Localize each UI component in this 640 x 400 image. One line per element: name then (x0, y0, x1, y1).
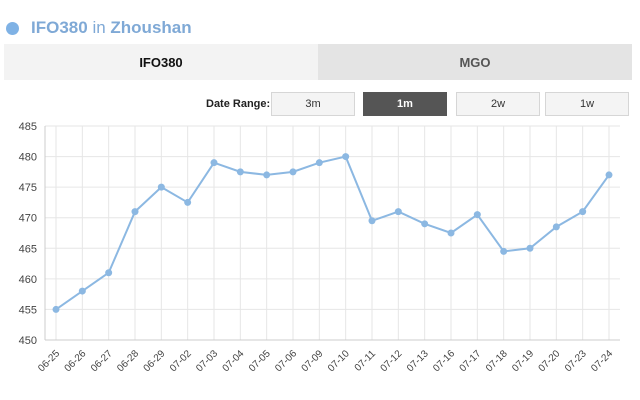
y-tick-label: 455 (19, 304, 37, 316)
x-tick-label: 06-27 (89, 348, 115, 374)
x-tick-label: 07-16 (431, 348, 457, 374)
data-point[interactable] (394, 208, 402, 216)
x-tick-label: 07-06 (273, 348, 299, 374)
data-point[interactable] (605, 171, 613, 179)
x-tick-label: 07-19 (510, 348, 536, 374)
range-button-2w[interactable]: 2w (456, 92, 540, 116)
data-point[interactable] (236, 168, 244, 176)
y-tick-label: 470 (19, 213, 37, 225)
chart-grid (45, 125, 620, 341)
y-tick-label: 460 (19, 274, 37, 286)
x-tick-label: 07-20 (537, 348, 563, 374)
fuel-tabs: IFO380 MGO (4, 44, 632, 80)
data-point[interactable] (526, 244, 534, 252)
x-tick-label: 07-03 (194, 348, 220, 374)
data-point[interactable] (210, 159, 218, 167)
chart-header: IFO380 in Zhoushan (6, 16, 192, 40)
data-point[interactable] (315, 159, 323, 167)
x-tick-label: 07-23 (563, 348, 589, 374)
x-tick-label: 06-25 (36, 348, 62, 374)
x-tick-label: 07-18 (484, 348, 510, 374)
data-point[interactable] (263, 171, 271, 179)
title-place: Zhoushan (110, 18, 192, 37)
series-dot-icon (6, 21, 19, 35)
data-point[interactable] (105, 269, 113, 277)
data-point[interactable] (552, 223, 560, 231)
data-point[interactable] (421, 220, 429, 228)
x-tick-label: 07-05 (247, 348, 273, 374)
x-tick-label: 07-24 (589, 348, 615, 374)
y-tick-label: 450 (19, 335, 37, 347)
data-point[interactable] (368, 217, 376, 225)
chart-title: IFO380 in Zhoushan (31, 18, 192, 38)
x-tick-label: 07-09 (300, 348, 326, 374)
range-button-1m[interactable]: 1m (363, 92, 447, 116)
data-point[interactable] (78, 287, 86, 295)
x-tick-label: 07-13 (405, 348, 431, 374)
data-point[interactable] (52, 305, 60, 313)
data-point[interactable] (157, 183, 165, 191)
title-in: in (92, 18, 106, 37)
x-tick-label: 06-29 (142, 348, 168, 374)
data-point[interactable] (473, 211, 481, 219)
title-fuel: IFO380 (31, 18, 88, 37)
y-tick-label: 475 (19, 182, 37, 194)
series-line (55, 155, 610, 311)
x-tick-label: 06-28 (115, 348, 141, 374)
range-button-1w[interactable]: 1w (545, 92, 629, 116)
x-tick-label: 07-17 (458, 348, 484, 374)
x-tick-label: 07-04 (221, 348, 247, 374)
date-range-label: Date Range: (206, 98, 271, 110)
data-point[interactable] (184, 198, 192, 206)
data-point[interactable] (500, 247, 508, 255)
data-point[interactable] (579, 208, 587, 216)
data-point[interactable] (131, 208, 139, 216)
chart-series (52, 153, 613, 313)
x-tick-label: 07-12 (379, 348, 405, 374)
tab-mgo[interactable]: MGO (318, 44, 632, 80)
y-tick-label: 465 (19, 243, 37, 255)
y-tick-label: 485 (19, 121, 37, 133)
x-tick-label: 06-26 (63, 348, 89, 374)
tab-ifo380[interactable]: IFO380 (4, 44, 318, 80)
data-point[interactable] (289, 168, 297, 176)
y-tick-label: 480 (19, 152, 37, 164)
data-point[interactable] (447, 229, 455, 237)
x-tick-label: 07-11 (353, 348, 379, 374)
data-point[interactable] (342, 153, 350, 161)
x-tick-label: 07-02 (168, 348, 194, 374)
x-tick-label: 07-10 (326, 348, 352, 374)
range-button-3m[interactable]: 3m (271, 92, 355, 116)
